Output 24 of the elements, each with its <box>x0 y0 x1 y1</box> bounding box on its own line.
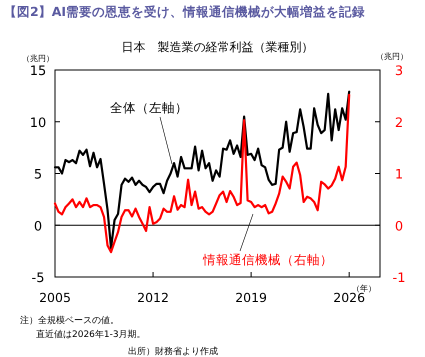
y-tick-label: 5 <box>34 168 42 182</box>
chart-title: 【図2】AI需要の恩恵を受け、情報通信機械が大幅増益を記録 <box>4 4 366 19</box>
y2-tick-label: 2 <box>394 116 404 131</box>
y2-tick-label: 1 <box>394 168 404 182</box>
x-axis-title: （年） <box>352 284 376 293</box>
y2-tick-label: -1 <box>392 271 406 286</box>
x-tick-label: 2026 <box>333 290 366 305</box>
y2-tick-label: 3 <box>394 64 404 79</box>
text: 情報通信機械（右軸） <box>202 252 333 267</box>
x-tick-label: 2019 <box>235 290 268 305</box>
y2-tick-label: 0 <box>394 219 404 234</box>
x-tick-label: 2012 <box>137 290 169 305</box>
chart-subtitle: 日本 製造業の経常利益（業種別） <box>122 40 314 54</box>
y-tick-label: 15 <box>30 64 46 79</box>
text: 出所）財務省より作成 <box>128 346 218 357</box>
y2-axis-title: （兆円） <box>376 52 408 61</box>
x-tick-label: 2005 <box>39 290 71 305</box>
text: 全体（左軸） <box>110 100 188 115</box>
y-axis-title: （兆円） <box>22 54 54 63</box>
y-tick-label: 10 <box>30 116 46 131</box>
text: 直近値は2026年1-3月期。 <box>36 329 146 340</box>
text: 注）全規模ベースの値。 <box>20 315 119 326</box>
y-tick-label: 0 <box>34 219 42 234</box>
y-tick-label: -5 <box>32 271 44 286</box>
